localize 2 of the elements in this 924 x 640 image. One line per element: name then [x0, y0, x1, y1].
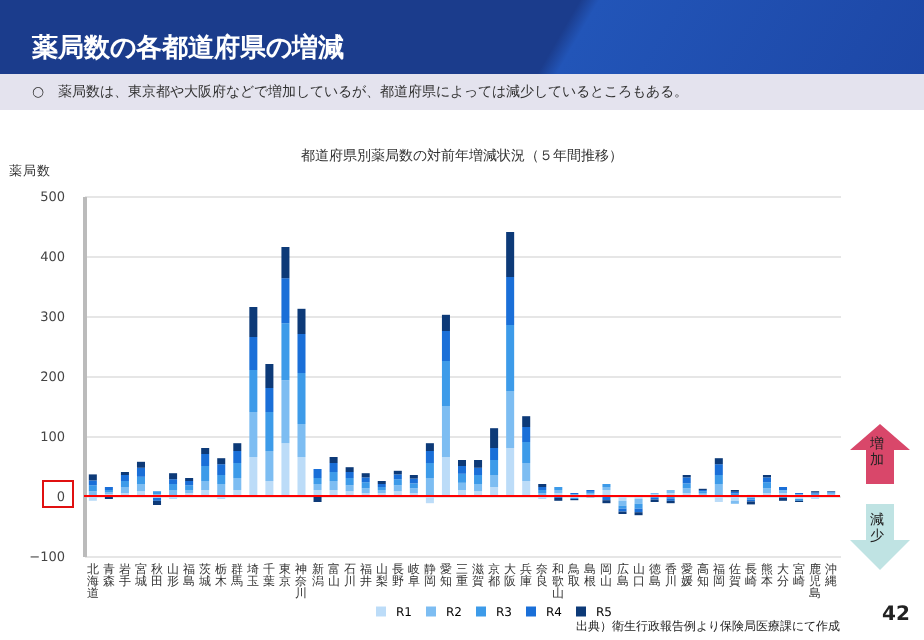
text: 42: [882, 604, 910, 626]
chart-title: 薬局数の各都道府県の増減: [0, 0, 924, 74]
